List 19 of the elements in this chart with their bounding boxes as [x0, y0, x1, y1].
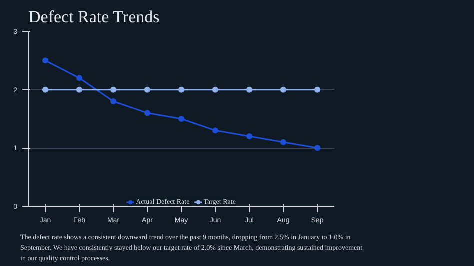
point [76, 86, 82, 93]
point [178, 86, 184, 93]
point [110, 98, 116, 104]
point [246, 134, 252, 140]
point [178, 116, 184, 122]
chart-title: Defect Rate Trends [28, 8, 160, 26]
point [314, 86, 320, 93]
point [280, 139, 286, 146]
point [280, 86, 286, 93]
point [246, 86, 252, 93]
point [212, 128, 218, 134]
point [110, 86, 116, 93]
point [42, 86, 48, 93]
point [144, 86, 150, 93]
point [42, 58, 48, 64]
point [212, 86, 218, 93]
point [76, 75, 82, 82]
point [314, 145, 320, 152]
point [144, 110, 150, 116]
